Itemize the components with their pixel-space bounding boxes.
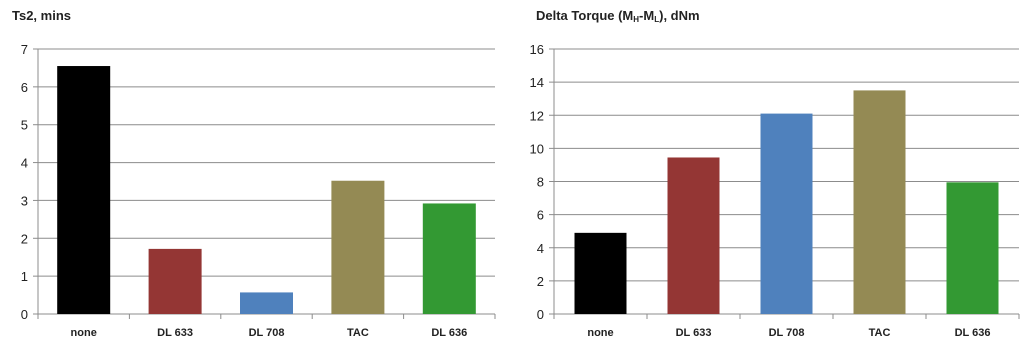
chart-title: Ts2, mins [12, 8, 72, 23]
x-tick-label: DL 708 [249, 327, 285, 339]
y-tick-label: 1 [21, 269, 28, 284]
bar [240, 292, 293, 314]
title-mid: -M [639, 8, 655, 23]
y-tick-label: 7 [21, 42, 28, 57]
y-tick-label: 3 [21, 193, 28, 208]
x-tick-label: DL 633 [157, 327, 193, 339]
title-sub-l: L [654, 15, 660, 24]
title-tail: ), dNm [659, 8, 700, 23]
y-tick-label: 5 [21, 118, 28, 133]
title-sub-h: H [633, 15, 640, 24]
x-tick-label: none [71, 327, 97, 339]
y-tick-label: 4 [537, 241, 544, 256]
y-tick-label: 6 [21, 80, 28, 95]
bar [148, 248, 202, 314]
delta-torque-chart: Delta Torque (MH-ML), dNm 0 2 4 6 8 10 12 14 16 n… [514, 0, 1028, 345]
bar [946, 182, 999, 314]
x-tick-label: DL 708 [769, 327, 805, 339]
ts2-chart: Ts2, mins 0 1 2 3 4 5 6 7 none DL 633 DL 708 TAC DL … [12, 8, 496, 339]
y-tick-label: 14 [530, 75, 544, 90]
x-tick-label: TAC [347, 327, 369, 339]
x-tick-label: DL 633 [676, 327, 712, 339]
title-main: Delta Torque (M [536, 8, 634, 23]
y-tick-label: 6 [537, 208, 544, 223]
y-tick-label: 0 [21, 307, 28, 322]
y-tick-label: 16 [530, 42, 544, 57]
y-tick-label: 2 [21, 231, 28, 246]
x-tick-label: TAC [869, 327, 891, 339]
y-tick-label: 10 [530, 141, 544, 156]
delta-torque-chart-plot: 0 2 4 6 8 10 12 14 16 none DL 633 DL 708 TAC DL 636 [530, 42, 1020, 339]
chart-title: Delta Torque (MH-ML), dNm [536, 8, 700, 24]
bar [760, 113, 813, 314]
bar [667, 157, 720, 314]
bar [574, 232, 627, 314]
y-tick-label: 12 [530, 108, 544, 123]
x-tick-label: DL 636 [955, 327, 991, 339]
y-tick-label: 0 [537, 307, 544, 322]
x-tick-label: DL 636 [431, 327, 467, 339]
y-tick-label: 2 [537, 274, 544, 289]
bar [57, 66, 111, 315]
y-tick-label: 8 [537, 175, 544, 190]
bar [422, 203, 476, 314]
x-tick-label: none [587, 327, 613, 339]
y-tick-label: 4 [21, 156, 28, 171]
bar [853, 90, 906, 314]
ts2-chart-plot: 0 1 2 3 4 5 6 7 none DL 633 DL 708 TAC DL 636 [21, 42, 496, 339]
bar [331, 180, 385, 314]
